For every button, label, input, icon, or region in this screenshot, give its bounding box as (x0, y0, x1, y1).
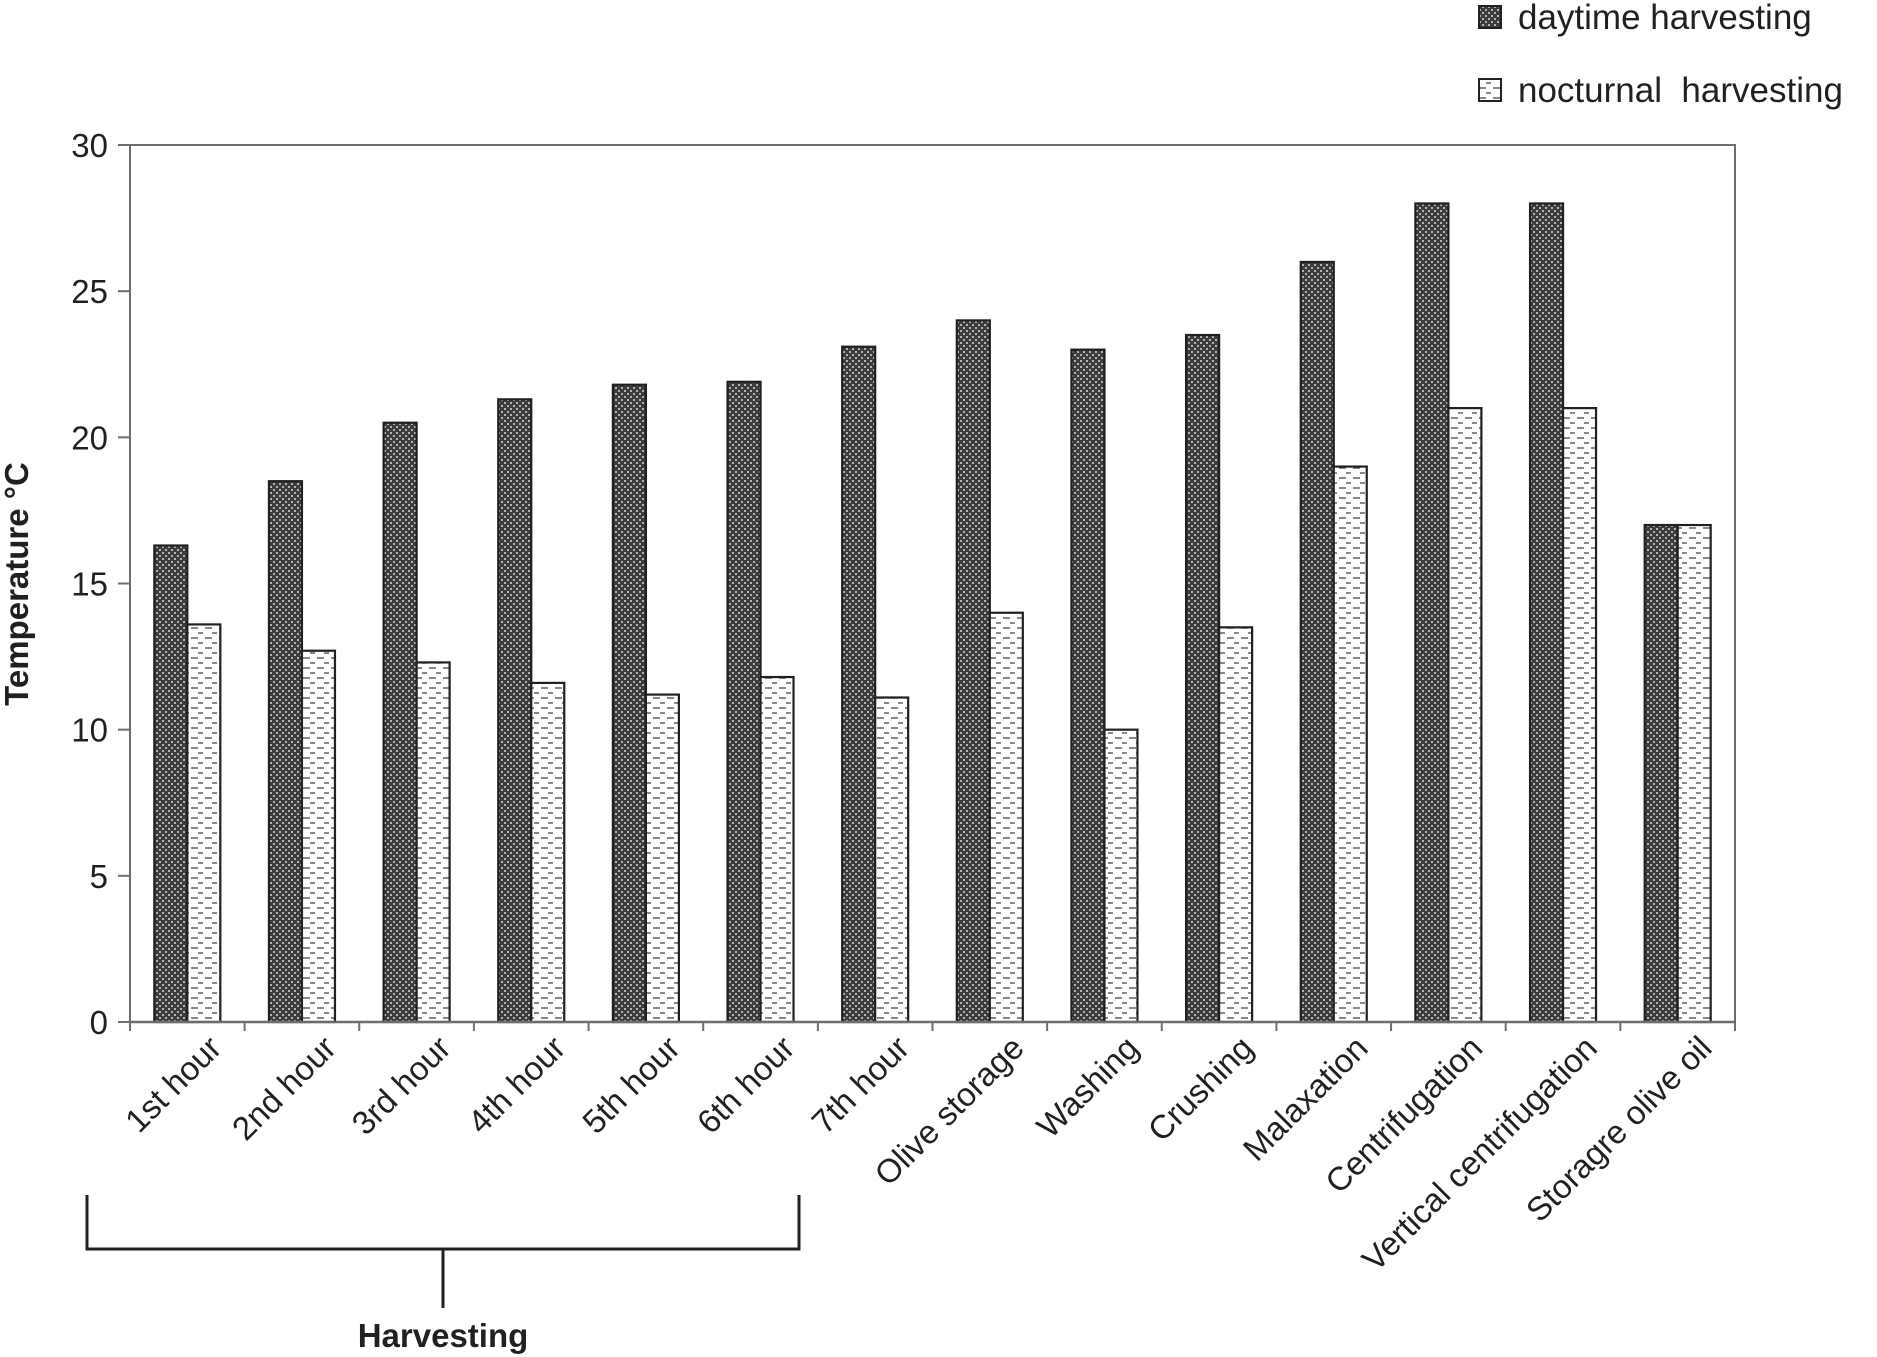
bar-daytime (841, 345, 877, 1024)
bar-daytime (955, 319, 991, 1024)
legend-swatch-daytime (1478, 5, 1502, 29)
x-tick-label: 4th hour (460, 1029, 572, 1141)
legend-label-nocturnal: nocturnal harvesting (1518, 71, 1843, 110)
legend: daytime harvesting nocturnal harvesting (1478, 0, 1843, 110)
y-tick-label: 0 (90, 1004, 108, 1041)
y-tick-label: 15 (71, 566, 108, 603)
bar-daytime (1528, 202, 1565, 1024)
bar-nocturnal (1218, 626, 1254, 1024)
x-tick-label: 6th hour (690, 1029, 802, 1141)
bars (153, 202, 1712, 1024)
y-axis: 0 5 10 15 20 25 30 (71, 127, 130, 1041)
y-axis-title: Temperature °C (0, 462, 35, 706)
bar-nocturnal (1103, 728, 1139, 1024)
bar-daytime (611, 383, 647, 1024)
bar-nocturnal (300, 649, 337, 1024)
harvesting-bracket: Harvesting (85, 1195, 801, 1354)
bar-daytime (382, 421, 418, 1024)
y-tick-label: 10 (71, 712, 108, 749)
x-tick-label: Washing (1029, 1029, 1145, 1145)
bar-daytime (267, 480, 304, 1024)
bar-daytime (497, 398, 533, 1024)
x-tick-label: 1st hour (118, 1029, 228, 1139)
x-tick-label: 5th hour (575, 1029, 687, 1141)
bar-daytime (1414, 202, 1450, 1024)
bar-nocturnal (186, 623, 222, 1024)
bar-daytime (153, 544, 189, 1024)
bar-nocturnal (1676, 523, 1712, 1024)
bar-nocturnal (530, 681, 566, 1024)
x-tick-label: 7th hour (804, 1029, 916, 1141)
bar-daytime (1643, 523, 1679, 1024)
bar-daytime (1185, 333, 1221, 1024)
x-tick-label: Crushing (1141, 1029, 1261, 1149)
x-tick-label: 2nd hour (225, 1029, 343, 1147)
y-tick-label: 25 (71, 273, 108, 310)
bar-nocturnal (874, 696, 910, 1024)
bracket-line (85, 1195, 801, 1251)
x-tick-label: 3rd hour (344, 1029, 457, 1142)
bar-nocturnal (644, 693, 680, 1024)
legend-label-daytime: daytime harvesting (1518, 0, 1812, 37)
bracket-label: Harvesting (358, 1317, 529, 1354)
bar-daytime (1299, 260, 1335, 1024)
bar-nocturnal (1561, 407, 1598, 1024)
bar-nocturnal (415, 661, 451, 1024)
plot-area (129, 144, 1736, 1023)
bar-daytime (1070, 348, 1106, 1024)
bar-nocturnal (759, 675, 795, 1024)
bar-nocturnal (988, 611, 1024, 1024)
bar-nocturnal (1332, 465, 1368, 1024)
y-tick-label: 5 (90, 858, 108, 895)
bar-daytime (726, 380, 762, 1024)
legend-swatch-nocturnal (1478, 78, 1502, 102)
y-tick-label: 20 (71, 419, 108, 456)
y-tick-label: 30 (71, 127, 108, 164)
bar-nocturnal (1447, 407, 1483, 1024)
